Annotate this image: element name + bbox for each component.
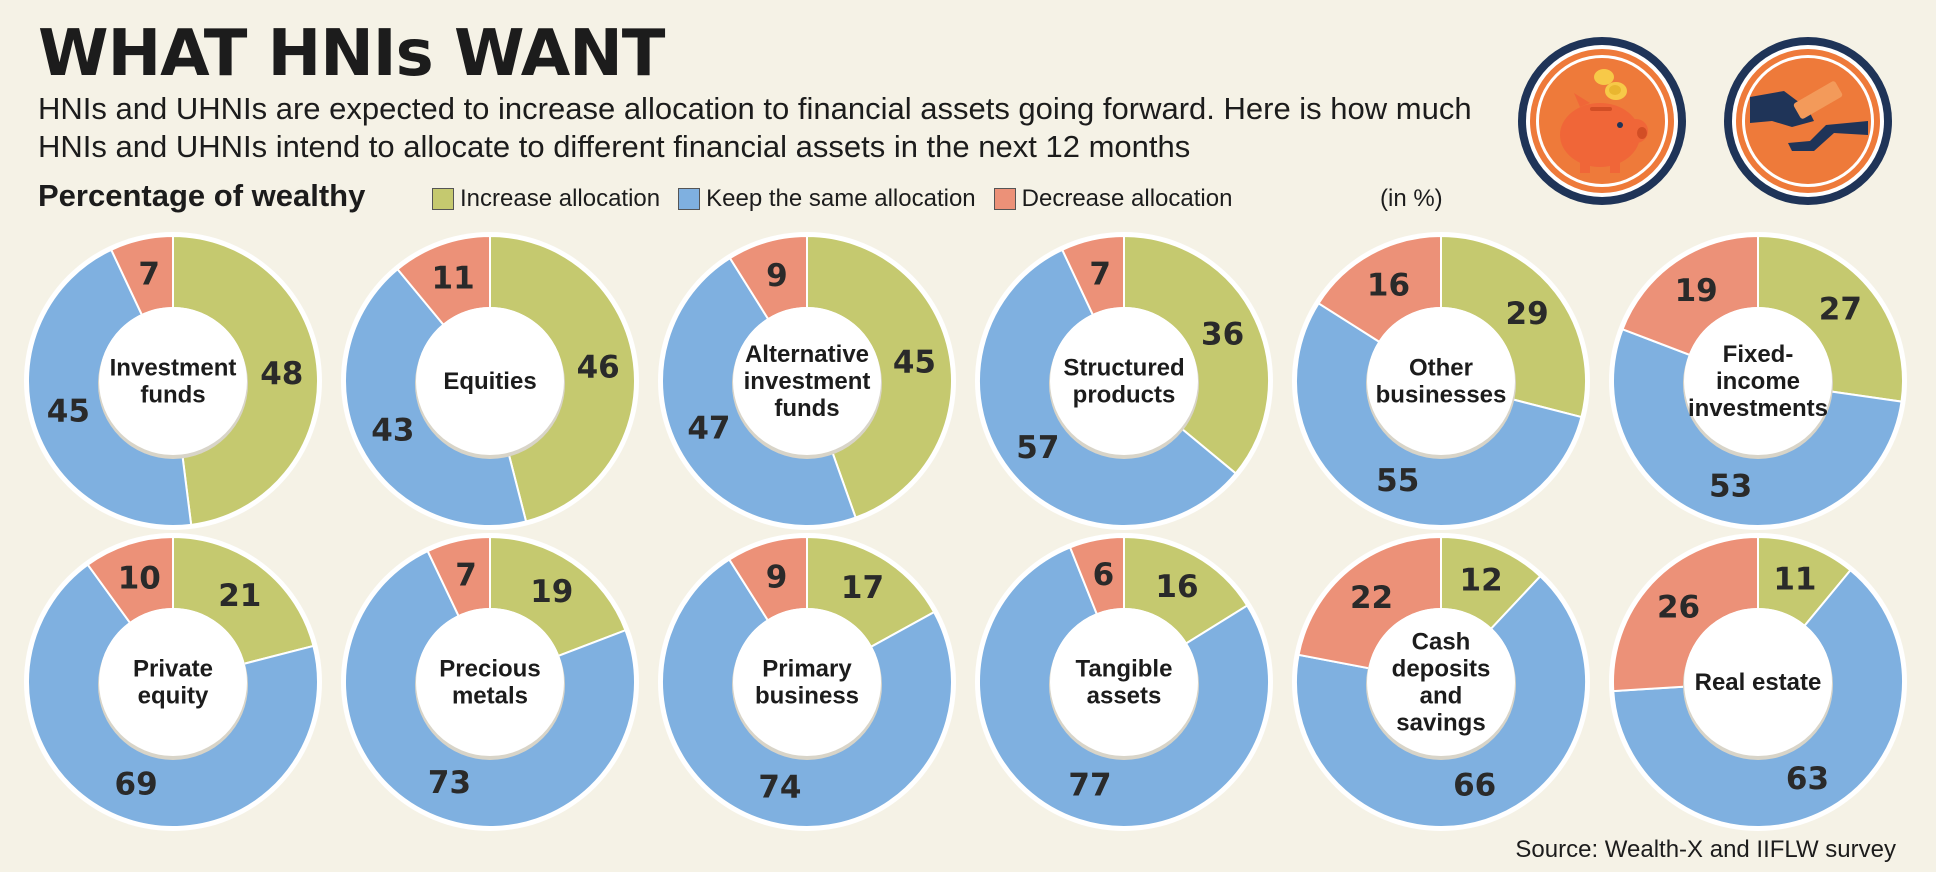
hand-giving-money-icon [1722,35,1894,212]
donut-center-label: Fixed-income investments [1688,341,1828,422]
donut-hole [416,307,564,455]
donut-value-label-same: 47 [687,411,730,447]
donut-hole [99,608,247,756]
donut-value-label-increase: 48 [260,356,303,392]
donut-value-label-decrease: 9 [766,258,788,294]
donut-value-label-same: 45 [47,393,90,429]
legend: Increase allocation Keep the same alloca… [432,185,1232,213]
donut-value-label-decrease: 26 [1657,589,1700,625]
donut-value-label-increase: 16 [1155,569,1198,605]
donut-chart: 46 43 11 Equities [341,232,639,530]
donut-center-label: Precious metals [439,655,540,709]
legend-swatch-decrease [993,188,1016,210]
donut-value-label-same: 66 [1453,768,1496,804]
donut-value-label-increase: 21 [218,578,261,614]
donut-center-label: Tangible assets [1076,655,1173,709]
donut-value-label-decrease: 11 [432,260,475,296]
legend-label-increase: Increase allocation [460,185,661,212]
donut-center-label: Equities [443,368,536,395]
donut-chart: 29 55 16 Other businesses [1292,232,1590,530]
section-label: Percentage of wealthy [38,178,366,213]
donut-value-label-increase: 45 [893,344,936,380]
donut-hole [1050,608,1198,756]
donut-value-label-same: 69 [115,767,158,803]
donut-value-label-increase: 19 [530,574,573,610]
donut-value-label-same: 77 [1068,768,1111,804]
legend-item-same: Keep the same allocation [678,185,976,213]
donut-value-label-increase: 29 [1506,296,1549,332]
donut-chart: 45 47 9 Alternative investment funds [658,232,956,530]
donut-value-label-same: 74 [758,770,801,806]
legend-item-decrease: Decrease allocation [993,185,1233,213]
legend-swatch-same [678,188,701,210]
legend-label-same: Keep the same allocation [706,185,976,212]
donut-value-label-decrease: 10 [118,560,161,596]
donut-value-label-same: 73 [428,765,471,801]
donut-value-label-increase: 46 [577,349,620,385]
donut-value-label-increase: 27 [1819,292,1862,328]
donut-value-label-decrease: 7 [455,558,477,594]
donut-value-label-decrease: 16 [1367,267,1410,303]
source-note: Source: Wealth-X and IIFLW survey [1515,836,1896,863]
donut-hole [1684,608,1832,756]
donut-center-label: Other businesses [1376,354,1507,408]
donut-value-label-decrease: 7 [1089,257,1111,293]
donut-value-label-same: 57 [1016,430,1059,466]
donut-hole [1684,307,1832,455]
legend-label-decrease: Decrease allocation [1021,185,1233,212]
donut-hole [733,307,881,455]
donut-center-label: Investment funds [110,354,237,408]
donut-hole [99,307,247,455]
unit-label: (in %) [1380,185,1443,212]
donut-value-label-increase: 17 [841,570,884,606]
donut-center-label: Alternative investment funds [744,341,871,422]
donut-center-label: Cash deposits and savings [1392,628,1491,736]
donut-center-label: Real estate [1695,669,1822,696]
piggy-bank-icon [1516,35,1688,212]
chart-title: WHAT HNIs WANT [38,17,665,91]
donut-chart: 17 74 9 Primary business [658,533,956,831]
donut-hole [1367,608,1515,756]
donut-hole [1050,307,1198,455]
donut-value-label-decrease: 19 [1675,273,1718,309]
donut-chart: 12 66 22 Cash deposits and savings [1292,533,1590,831]
donut-value-label-same: 53 [1709,469,1752,505]
donut-chart: 36 57 7 Structured products [975,232,1273,530]
donut-center-label: Private equity [133,655,213,709]
donut-chart: 11 63 26 Real estate [1609,533,1907,831]
donut-chart: 21 69 10 Private equity [24,533,322,831]
donut-center-label: Structured products [1063,354,1184,408]
donut-chart: 27 53 19 Fixed-income investments [1609,232,1907,530]
donut-chart: 48 45 7 Investment funds [24,232,322,530]
donut-value-label-decrease: 6 [1093,557,1115,593]
donut-value-label-increase: 36 [1201,317,1244,353]
donut-value-label-same: 63 [1786,761,1829,797]
donut-hole [416,608,564,756]
donut-center-label: Primary business [755,655,859,709]
donut-hole [733,608,881,756]
chart-subtitle: HNIs and UHNIs are expected to increase … [38,91,1472,164]
donut-value-label-same: 43 [371,412,414,448]
donut-hole [1367,307,1515,455]
donut-value-label-same: 55 [1376,463,1419,499]
donut-value-label-increase: 12 [1460,563,1503,599]
donut-chart: 19 73 7 Precious metals [341,533,639,831]
donut-chart: 16 77 6 Tangible assets [975,533,1273,831]
donut-value-label-increase: 11 [1773,561,1816,597]
donut-value-label-decrease: 9 [766,559,788,595]
donut-value-label-decrease: 7 [138,257,160,293]
donut-value-label-decrease: 22 [1350,580,1393,616]
legend-swatch-increase [432,188,454,210]
legend-item-increase: Increase allocation [432,185,660,213]
